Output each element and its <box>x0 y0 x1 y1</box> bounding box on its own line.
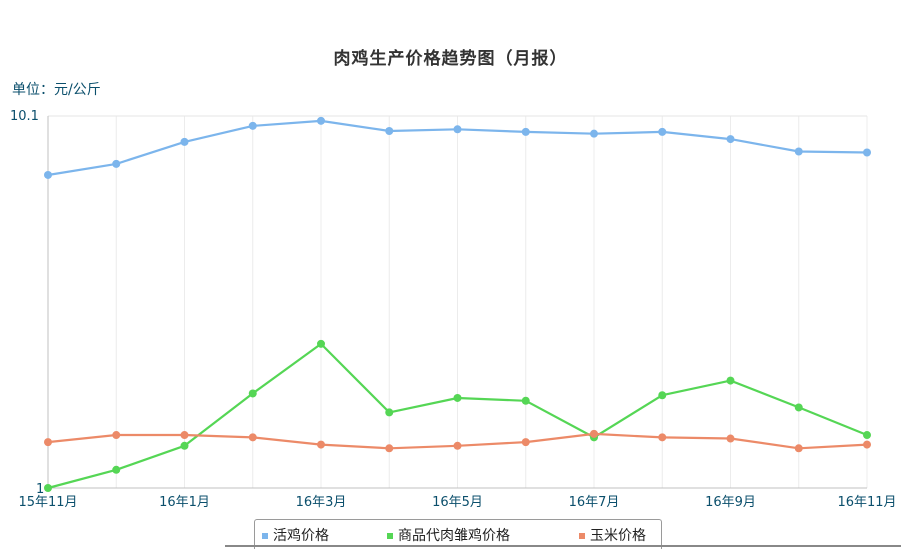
legend-marker-icon <box>387 533 393 539</box>
legend-label: 商品代肉雏鸡价格 <box>398 528 510 544</box>
x-tick-label: 16年5月 <box>432 495 483 510</box>
data-point <box>658 127 667 136</box>
data-point <box>453 125 462 134</box>
data-point <box>863 431 871 440</box>
x-tick-label: 16年1月 <box>159 495 210 510</box>
data-point <box>521 438 530 447</box>
data-point <box>385 408 394 417</box>
data-point <box>453 393 462 402</box>
legend-marker-icon <box>579 533 585 539</box>
data-point <box>385 127 394 136</box>
data-point <box>590 129 598 138</box>
data-point <box>521 127 530 136</box>
data-point <box>453 441 462 450</box>
y-tick-label: 10.1 <box>10 109 39 124</box>
data-point <box>248 389 257 398</box>
data-point <box>180 441 189 450</box>
data-point <box>863 440 871 449</box>
x-tick-label: 15年11月 <box>18 495 77 510</box>
series-0 <box>44 116 871 179</box>
data-point <box>521 396 530 405</box>
legend-label: 活鸡价格 <box>273 528 329 544</box>
legend-item-live-chicken[interactable]: 活鸡价格 <box>262 525 329 545</box>
data-point <box>863 148 871 157</box>
data-point <box>726 434 735 443</box>
data-point <box>658 391 667 400</box>
series-1 <box>44 339 871 492</box>
data-point <box>180 137 189 146</box>
legend: 活鸡价格 商品代肉雏鸡价格 玉米价格 <box>254 519 662 549</box>
data-point <box>44 170 52 179</box>
x-tick-label: 16年7月 <box>569 495 620 510</box>
data-point <box>112 431 121 440</box>
x-tick-label: 16年11月 <box>837 495 896 510</box>
data-point <box>794 147 803 156</box>
legend-label: 玉米价格 <box>590 528 646 544</box>
data-point <box>317 339 325 348</box>
legend-marker-icon <box>262 533 268 539</box>
data-point <box>317 116 325 125</box>
y-tick-label: 1 <box>36 482 44 497</box>
data-point <box>726 376 735 385</box>
data-point <box>180 431 189 440</box>
series-lines <box>44 116 871 492</box>
data-point <box>794 403 803 412</box>
series-2 <box>44 429 871 453</box>
unit-label: 单位：元/公斤 <box>12 82 101 98</box>
x-tick-label: 16年3月 <box>296 495 347 510</box>
legend-item-chick[interactable]: 商品代肉雏鸡价格 <box>387 525 510 545</box>
data-point <box>658 433 667 442</box>
legend-item-corn[interactable]: 玉米价格 <box>579 525 646 545</box>
data-point <box>44 484 52 492</box>
data-point <box>385 444 394 453</box>
data-point <box>794 444 803 453</box>
data-point <box>248 433 257 442</box>
x-tick-label: 16年9月 <box>705 495 756 510</box>
data-point <box>112 159 121 168</box>
bottom-border <box>225 545 901 547</box>
grid <box>47 115 868 488</box>
data-point <box>44 438 52 447</box>
data-point <box>726 135 735 144</box>
data-point <box>317 440 325 449</box>
data-point <box>590 429 598 438</box>
data-point <box>248 121 257 130</box>
chart-title: 肉鸡生产价格趋势图（月报） <box>333 49 568 69</box>
data-point <box>112 465 121 474</box>
